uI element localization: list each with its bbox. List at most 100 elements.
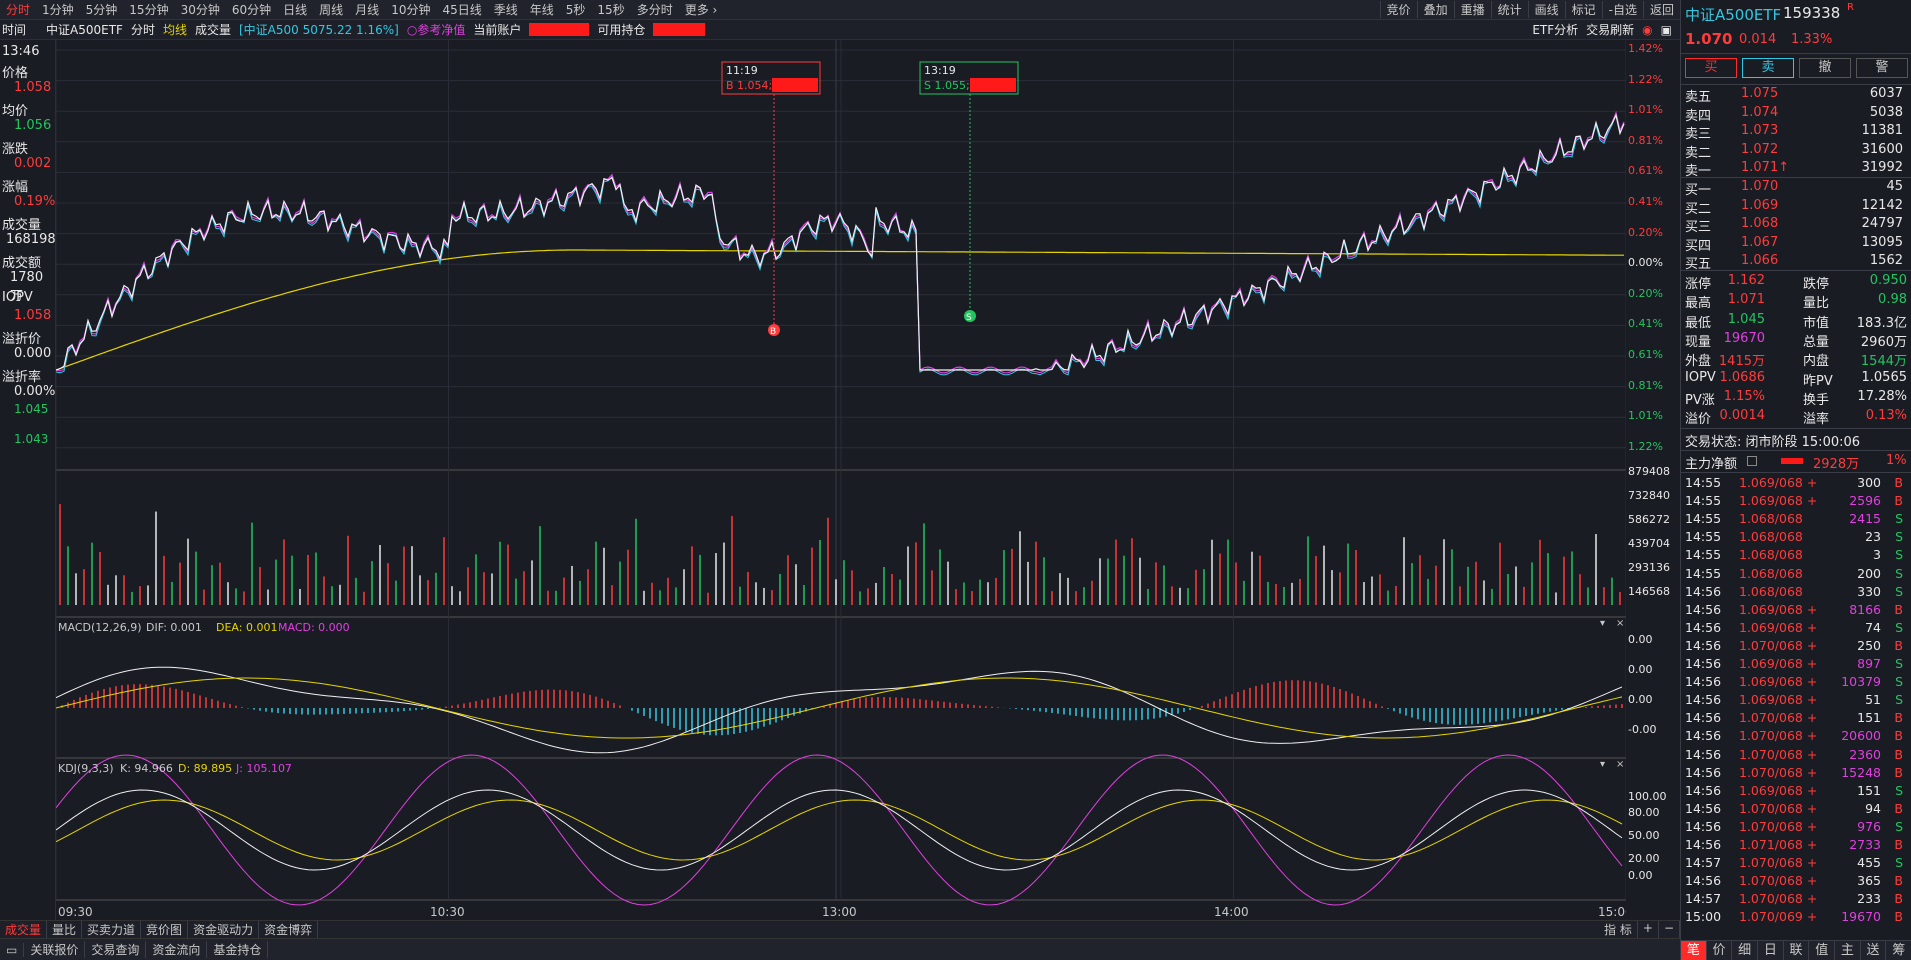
- book-row[interactable]: 卖四 1.074 5038: [1685, 105, 1907, 124]
- pane-dropdown-icon[interactable]: ▾: [1600, 759, 1605, 770]
- book-row[interactable]: 卖二 1.072 31600: [1685, 142, 1907, 161]
- top-action-button[interactable]: 竞价: [1379, 1, 1417, 18]
- period-tab[interactable]: 5秒: [565, 3, 586, 17]
- quote-tab[interactable]: 值: [1809, 941, 1836, 960]
- trade-button[interactable]: 买: [1685, 58, 1737, 78]
- book-price: 1.066: [1741, 253, 1779, 268]
- indicator-tab[interactable]: 资金驱动力: [188, 921, 260, 938]
- quote-panel-tabs: 笔价细日联值主送筹: [1681, 940, 1911, 960]
- stat-value: 2960万: [1860, 334, 1907, 350]
- book-row[interactable]: 买四 1.067 13095: [1685, 235, 1907, 254]
- top-action-button[interactable]: 画线: [1527, 1, 1565, 18]
- tick-side: B: [1894, 891, 1903, 907]
- quote-tab[interactable]: 联: [1784, 941, 1810, 960]
- book-row[interactable]: 买五 1.066 1562: [1685, 253, 1907, 272]
- book-row[interactable]: 买二 1.069 12142: [1685, 198, 1907, 217]
- tick-side: B: [1894, 837, 1903, 852]
- pane-close-icon[interactable]: ×: [1616, 618, 1624, 629]
- tick-side: B: [1894, 601, 1903, 617]
- book-row[interactable]: 卖五 1.075 6037: [1685, 86, 1907, 105]
- indicator-action-button[interactable]: −: [1659, 921, 1680, 938]
- top-action-button[interactable]: 重播: [1453, 1, 1491, 18]
- trade-button[interactable]: 撤: [1799, 58, 1851, 78]
- top-action-button[interactable]: 叠加: [1416, 1, 1454, 18]
- function-tab[interactable]: 资金流向: [146, 941, 208, 958]
- main-flow-value: 2928万: [1813, 457, 1860, 472]
- top-action-button[interactable]: 标记: [1564, 1, 1602, 18]
- maximize-icon[interactable]: ▣: [1660, 22, 1672, 37]
- etf-analysis-button[interactable]: ETF分析: [1532, 23, 1579, 37]
- stat-row: 现量 19670 总量 2960万: [1685, 331, 1907, 350]
- function-tab[interactable]: 交易查询: [85, 941, 147, 958]
- tick-row: 14:56 1.070/068 + 15248 B: [1685, 765, 1907, 783]
- tick-row: 14:56 1.069/068 + 8166 B: [1685, 602, 1907, 620]
- settings-icon[interactable]: ◉: [1642, 22, 1653, 37]
- main-flow-icon[interactable]: [1747, 456, 1757, 466]
- function-tab[interactable]: 关联报价: [24, 941, 86, 958]
- trade-refresh-button[interactable]: 交易刷新: [1586, 23, 1635, 37]
- book-row[interactable]: 买一 1.070 45: [1685, 179, 1907, 198]
- chart-info-bar: 时间 中证A500ETF 分时 均线 成交量 [中证A500 5075.22 1…: [0, 20, 1680, 40]
- book-volume: 45: [1886, 179, 1903, 194]
- period-tab[interactable]: 周线: [319, 3, 344, 17]
- period-tab[interactable]: 45日线: [442, 3, 482, 17]
- period-tab[interactable]: 10分钟: [391, 3, 431, 17]
- book-row[interactable]: 卖三 1.073 11381: [1685, 123, 1907, 142]
- period-tab[interactable]: 多分时: [636, 3, 673, 17]
- period-tab[interactable]: 更多 ›: [684, 3, 718, 17]
- kdj-label: KDJ(9,3,3): [58, 762, 114, 775]
- period-tab[interactable]: 15秒: [597, 3, 625, 17]
- period-tab[interactable]: 30分钟: [180, 3, 220, 17]
- period-tab[interactable]: 日线: [283, 3, 308, 17]
- r-flag: R: [1847, 2, 1854, 13]
- period-tab[interactable]: 年线: [529, 3, 554, 17]
- tick-time: 14:56: [1685, 583, 1722, 599]
- period-tab[interactable]: 季线: [493, 3, 518, 17]
- function-tab[interactable]: 基金持仓: [207, 941, 269, 958]
- tick-volume: 51: [1865, 692, 1881, 708]
- volume-axis-tick: 879408: [1628, 465, 1670, 478]
- indicator-tab[interactable]: 成交量: [0, 921, 48, 938]
- book-row[interactable]: 买三 1.068 24797: [1685, 216, 1907, 235]
- tick-row: 14:56 1.070/068 + 2360 B: [1685, 747, 1907, 765]
- x-axis-label: 09:30: [58, 905, 93, 919]
- indicator-action-button[interactable]: 指 标: [1599, 921, 1638, 938]
- intraday-chart[interactable]: 09:30 10:30 13:00 14:00 15:00 MACD(12,26,9) D…: [56, 40, 1626, 920]
- quote-tab[interactable]: 筹: [1886, 941, 1911, 960]
- period-tab[interactable]: 15分钟: [129, 3, 169, 17]
- indicator-tab[interactable]: 资金博弈: [259, 921, 319, 938]
- tick-price: 1.070/069 +: [1739, 909, 1818, 925]
- indicator-action-button[interactable]: +: [1638, 921, 1659, 938]
- period-tab[interactable]: 1分钟: [42, 3, 74, 17]
- indicator-tab[interactable]: 竞价图: [141, 921, 189, 938]
- top-action-button[interactable]: -自选: [1601, 1, 1643, 18]
- tick-side: B: [1894, 873, 1903, 889]
- quote-tab[interactable]: 笔: [1681, 941, 1707, 960]
- pane-close-icon[interactable]: ×: [1616, 759, 1624, 770]
- quote-tab[interactable]: 价: [1707, 941, 1733, 960]
- volume-axis-tick: 293136: [1628, 561, 1670, 574]
- quote-tab[interactable]: 主: [1835, 941, 1861, 960]
- low-level-2: 1.043: [14, 432, 49, 446]
- trade-button[interactable]: 卖: [1742, 58, 1794, 78]
- top-action-button[interactable]: 统计: [1490, 1, 1528, 18]
- ref-nav-toggle[interactable]: ○参考净值: [406, 23, 466, 37]
- stat-row: 最高 1.071 量比 0.98: [1685, 292, 1907, 311]
- quote-tab[interactable]: 送: [1861, 941, 1887, 960]
- period-tab[interactable]: 5分钟: [85, 3, 118, 17]
- quote-tab[interactable]: 日: [1758, 941, 1784, 960]
- indicator-tab[interactable]: 量比: [47, 921, 83, 938]
- panel-toggle-icon[interactable]: ▭: [0, 942, 25, 957]
- book-row[interactable]: 卖一 1.071↑ 31992: [1685, 160, 1907, 179]
- period-tab[interactable]: 60分钟: [231, 3, 272, 17]
- period-tab[interactable]: 分时: [6, 3, 31, 17]
- trade-button[interactable]: 警: [1856, 58, 1908, 78]
- top-action-button[interactable]: 返回: [1642, 1, 1680, 18]
- indicator-tab[interactable]: 买卖力道: [82, 921, 142, 938]
- sell-marker[interactable]: [964, 310, 976, 322]
- quote-tab[interactable]: 细: [1732, 941, 1759, 960]
- tick-side: S: [1895, 818, 1903, 834]
- period-tab[interactable]: 月线: [355, 3, 380, 17]
- pane-dropdown-icon[interactable]: ▾: [1600, 618, 1605, 629]
- buy-marker[interactable]: [768, 324, 780, 336]
